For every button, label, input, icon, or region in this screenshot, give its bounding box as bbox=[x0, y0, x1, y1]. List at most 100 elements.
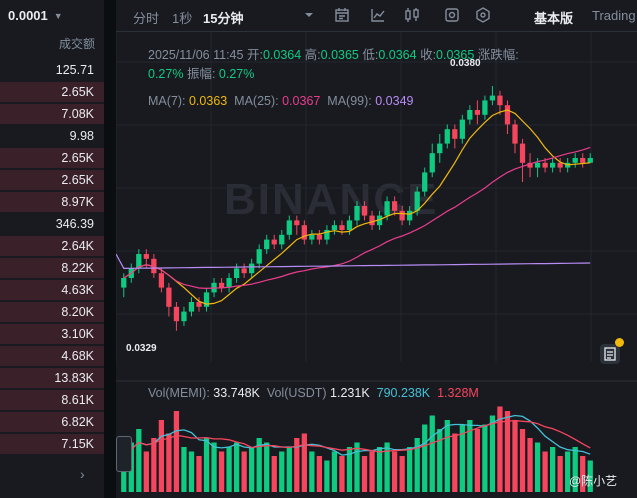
depth-bar bbox=[0, 82, 104, 102]
ma99-value: 0.0349 bbox=[375, 94, 414, 108]
candle-body bbox=[226, 278, 232, 288]
candle-body bbox=[121, 278, 127, 288]
order-book-row[interactable]: 8.22K bbox=[0, 257, 104, 279]
line-chart-icon[interactable] bbox=[369, 6, 387, 24]
order-book-row[interactable]: 13.83K bbox=[0, 367, 104, 389]
order-book-row[interactable]: 9.98 bbox=[0, 125, 104, 147]
candle-body bbox=[422, 172, 428, 192]
candle-body bbox=[407, 210, 413, 221]
depth-bar bbox=[0, 412, 104, 432]
order-book-row[interactable]: 8.61K bbox=[0, 389, 104, 411]
volume-ma2-value: 1.328M bbox=[437, 386, 479, 400]
order-book-volume: 3.10K bbox=[61, 327, 94, 341]
volume-bar bbox=[249, 447, 255, 492]
order-book-row[interactable]: 7.15K bbox=[0, 433, 104, 455]
candle-body bbox=[572, 158, 578, 163]
depth-bar bbox=[0, 192, 104, 212]
precision-select[interactable]: 0.0001 ▼ bbox=[8, 8, 63, 23]
volume-bar bbox=[279, 451, 285, 492]
order-book-row[interactable]: 2.65K bbox=[0, 81, 104, 103]
pane-resize-handle[interactable] bbox=[116, 436, 132, 472]
order-book-row[interactable]: 2.65K bbox=[0, 169, 104, 191]
volume-bar bbox=[136, 429, 142, 492]
candle-body bbox=[549, 162, 556, 168]
candle-body bbox=[158, 273, 165, 288]
order-book-row[interactable]: 2.64K bbox=[0, 235, 104, 257]
candlestick-chart[interactable] bbox=[116, 32, 637, 362]
change-value: 0.27% bbox=[148, 67, 184, 81]
order-book-row[interactable]: 2.65K bbox=[0, 147, 104, 169]
volume-bar bbox=[121, 456, 127, 492]
volume-chart[interactable] bbox=[116, 380, 637, 498]
settings-icon[interactable] bbox=[443, 6, 461, 24]
candle-body bbox=[256, 249, 262, 264]
tab-tradingview[interactable]: Trading bbox=[592, 8, 636, 23]
order-book-row[interactable]: 7.08K bbox=[0, 103, 104, 125]
volume-bar bbox=[316, 456, 323, 492]
calendar-indicator-icon[interactable] bbox=[333, 6, 351, 24]
volume-bar bbox=[256, 438, 262, 492]
order-book-row[interactable]: 8.20K bbox=[0, 301, 104, 323]
order-book-row[interactable]: 8.97K bbox=[0, 191, 104, 213]
tab-15m[interactable]: 15分钟 bbox=[203, 11, 244, 26]
candle-body bbox=[587, 158, 593, 163]
ma7-value: 0.0363 bbox=[188, 94, 228, 108]
volume-bar bbox=[422, 424, 428, 492]
depth-bar bbox=[0, 368, 104, 388]
tab-1s[interactable]: 1秒 bbox=[172, 11, 193, 26]
depth-bar bbox=[0, 390, 104, 410]
volume-bar bbox=[444, 420, 450, 492]
volume-bar bbox=[489, 415, 496, 492]
candle-body bbox=[467, 110, 473, 120]
order-book-volume: 346.39 bbox=[55, 217, 94, 231]
order-book-volume: 9.98 bbox=[69, 129, 94, 143]
order-book-row[interactable]: 6.82K bbox=[0, 411, 104, 433]
tab-basic[interactable]: 基本版 bbox=[534, 11, 574, 26]
tab-time-sharing[interactable]: 分时 bbox=[133, 11, 160, 26]
candle-body bbox=[534, 162, 541, 168]
order-book-row[interactable]: 346.39 bbox=[0, 213, 104, 235]
volume-bar bbox=[452, 433, 458, 492]
order-book-volume: 4.63K bbox=[61, 283, 94, 297]
volume-bar bbox=[534, 442, 541, 492]
order-book-row[interactable]: 4.63K bbox=[0, 279, 104, 301]
volume-value: 33.748K bbox=[213, 386, 260, 400]
volume-bar bbox=[429, 415, 435, 492]
amplitude-value: 0.27% bbox=[218, 67, 255, 81]
candle-body bbox=[166, 287, 172, 307]
candle-body bbox=[218, 282, 225, 288]
candle-body bbox=[203, 292, 210, 307]
candle-body bbox=[384, 201, 390, 216]
depth-bar bbox=[0, 324, 104, 344]
candle-body bbox=[437, 143, 443, 154]
depth-bar bbox=[0, 104, 104, 124]
volume-bar bbox=[233, 442, 240, 492]
order-book-row[interactable]: 3.10K bbox=[0, 323, 104, 345]
candle-icon[interactable] bbox=[403, 6, 421, 24]
candle-datetime: 2025/11/06 11:45 bbox=[148, 48, 244, 62]
candle-body bbox=[339, 225, 345, 230]
candle-body bbox=[452, 129, 458, 139]
notes-icon[interactable] bbox=[600, 338, 624, 364]
order-book-row[interactable]: 4.68K bbox=[0, 345, 104, 367]
volume-bar bbox=[241, 451, 247, 492]
candle-body bbox=[361, 206, 368, 216]
candle-body bbox=[309, 234, 315, 240]
candle-body bbox=[444, 129, 450, 144]
chevron-right-icon[interactable]: › bbox=[80, 466, 85, 482]
candle-body bbox=[354, 206, 360, 221]
hexagon-icon[interactable] bbox=[474, 6, 492, 24]
depth-bar bbox=[0, 302, 104, 322]
volume-bar bbox=[181, 447, 187, 492]
close-label: 收: bbox=[420, 48, 437, 62]
order-book-volume: 2.65K bbox=[61, 85, 94, 99]
chevron-down-icon[interactable] bbox=[300, 6, 318, 24]
volume-bar bbox=[151, 438, 157, 492]
order-book-row[interactable]: 125.71 bbox=[0, 59, 104, 81]
candle-body bbox=[399, 210, 405, 221]
volume-bar bbox=[294, 438, 300, 492]
chart-toolbar: 分时 1秒 15分钟 基本版 Trading bbox=[116, 0, 637, 32]
candle-body bbox=[459, 119, 465, 139]
volume-bar bbox=[512, 420, 518, 492]
panel-divider[interactable] bbox=[104, 0, 116, 498]
